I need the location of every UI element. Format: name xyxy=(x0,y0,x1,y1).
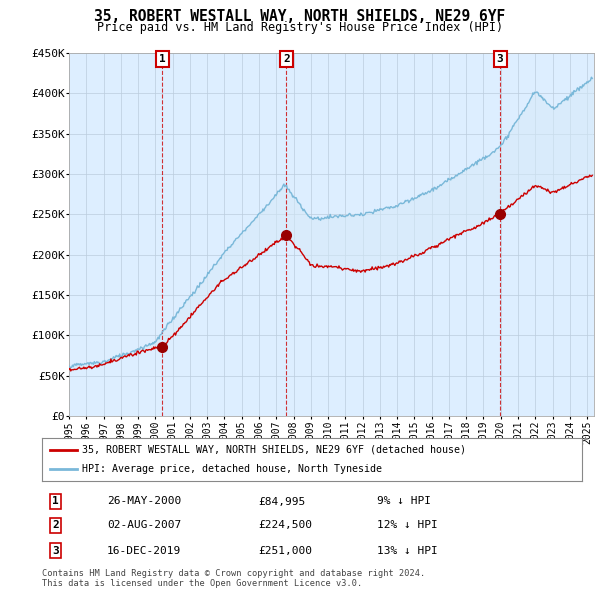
Text: 35, ROBERT WESTALL WAY, NORTH SHIELDS, NE29 6YF: 35, ROBERT WESTALL WAY, NORTH SHIELDS, N… xyxy=(94,9,506,24)
Text: £224,500: £224,500 xyxy=(258,520,312,530)
Text: 3: 3 xyxy=(52,546,59,556)
Text: £251,000: £251,000 xyxy=(258,546,312,556)
Text: 02-AUG-2007: 02-AUG-2007 xyxy=(107,520,181,530)
Text: 12% ↓ HPI: 12% ↓ HPI xyxy=(377,520,437,530)
Text: 2: 2 xyxy=(52,520,59,530)
Text: 2: 2 xyxy=(283,54,290,64)
Text: 3: 3 xyxy=(497,54,503,64)
Text: £84,995: £84,995 xyxy=(258,497,305,506)
Text: 13% ↓ HPI: 13% ↓ HPI xyxy=(377,546,437,556)
Text: HPI: Average price, detached house, North Tyneside: HPI: Average price, detached house, Nort… xyxy=(83,464,383,474)
Text: 9% ↓ HPI: 9% ↓ HPI xyxy=(377,497,431,506)
Text: Price paid vs. HM Land Registry's House Price Index (HPI): Price paid vs. HM Land Registry's House … xyxy=(97,21,503,34)
Text: 1: 1 xyxy=(52,497,59,506)
Text: 16-DEC-2019: 16-DEC-2019 xyxy=(107,546,181,556)
Text: 1: 1 xyxy=(159,54,166,64)
Text: 35, ROBERT WESTALL WAY, NORTH SHIELDS, NE29 6YF (detached house): 35, ROBERT WESTALL WAY, NORTH SHIELDS, N… xyxy=(83,445,467,455)
Text: 26-MAY-2000: 26-MAY-2000 xyxy=(107,497,181,506)
Text: Contains HM Land Registry data © Crown copyright and database right 2024.
This d: Contains HM Land Registry data © Crown c… xyxy=(42,569,425,588)
